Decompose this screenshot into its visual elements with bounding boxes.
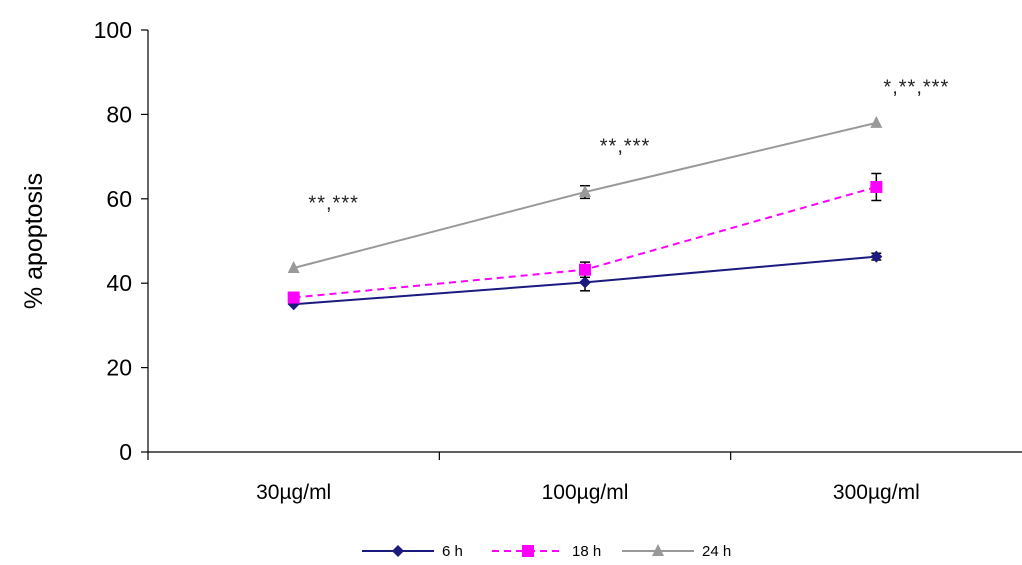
y-axis-label: % apoptosis: [20, 173, 48, 309]
series-6h: [287, 250, 883, 311]
data-point: [870, 115, 883, 128]
legend-label: 6 h: [442, 543, 463, 560]
legend-marker: [392, 545, 404, 557]
legend: 6 h 18 h 24 h: [362, 543, 731, 560]
y-tick-label: 20: [106, 355, 132, 381]
plot-area: [287, 115, 883, 311]
data-point: [287, 261, 300, 274]
legend-item: 6 h: [362, 543, 463, 560]
data-point: [579, 263, 591, 276]
data-point: [579, 276, 591, 289]
x-category-label: 30µg/ml: [256, 481, 331, 504]
y-tick-label: 60: [106, 186, 132, 212]
series-18h: [287, 172, 883, 304]
x-category-label: 300µg/ml: [833, 481, 920, 504]
significance-annotation: *,**,***: [883, 76, 949, 98]
legend-label: 24 h: [702, 543, 731, 560]
legend-item: 24 h: [622, 543, 731, 560]
data-point: [870, 250, 883, 263]
y-tick-label: 80: [106, 101, 132, 127]
annotations: **,*** **,*** *,**,***: [308, 76, 949, 214]
data-point: [579, 185, 591, 198]
legend-label: 18 h: [572, 543, 601, 560]
data-point: [870, 180, 883, 193]
y-axis: 0 20 40 60 80 100: [94, 17, 149, 465]
x-axis: 30µg/ml 100µg/ml 300µg/ml: [147, 451, 1022, 504]
data-point: [287, 291, 300, 304]
y-tick-label: 100: [94, 17, 132, 43]
x-category-label: 100µg/ml: [542, 481, 629, 504]
legend-item: 18 h: [492, 543, 601, 560]
significance-annotation: **,***: [600, 135, 650, 157]
significance-annotation: **,***: [308, 192, 358, 214]
legend-marker: [522, 545, 534, 557]
series-24h: [287, 115, 883, 274]
legend-marker: [652, 544, 664, 556]
y-tick-label: 0: [119, 439, 132, 465]
y-tick-label: 40: [106, 270, 132, 296]
